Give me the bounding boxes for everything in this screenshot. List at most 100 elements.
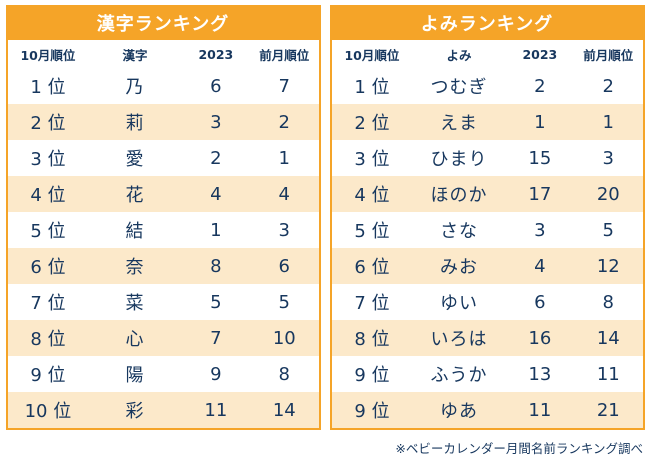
table-row: 7 位 菜 5 5 (8, 284, 319, 320)
count-2023-cell: 3 (534, 219, 546, 241)
name-cell: ひまり (430, 149, 488, 170)
name-cell: つむぎ (430, 77, 488, 98)
name-cell: えま (440, 113, 478, 134)
table-row: 8 位 心 7 10 (7, 320, 319, 356)
column-header-2023: 2023 (181, 40, 251, 68)
count-2023-cell: 4 (210, 183, 222, 205)
name-cell: 陽 (125, 365, 145, 386)
column-header-kanji: 漢字 (88, 40, 182, 68)
count-2023-cell: 8 (210, 255, 222, 277)
table-row: 3 位 ひまり 15 3 (332, 140, 643, 176)
count-2023-cell: 7 (210, 327, 222, 349)
table-row: 2 位 えま 1 1 (331, 104, 643, 140)
count-2023-cell: 1 (534, 111, 546, 133)
rank-cell: 6 位 (30, 257, 66, 278)
count-2023-cell: 2 (210, 147, 222, 169)
rank-cell: 7 位 (30, 293, 66, 314)
table-row: 3 位 愛 2 1 (8, 140, 319, 176)
table-title-yomi: よみランキング (331, 7, 643, 40)
name-cell: 彩 (125, 401, 145, 422)
name-cell: 愛 (125, 149, 145, 170)
count-2023-cell: 9 (210, 363, 222, 385)
count-2023-cell: 11 (528, 399, 552, 421)
count-2023-cell: 15 (528, 147, 552, 169)
name-cell: さな (440, 221, 478, 242)
table-row: 5 位 さな 3 5 (332, 212, 643, 248)
table-row: 9 位 陽 9 8 (8, 356, 319, 392)
table-row: 5 位 結 1 3 (8, 212, 319, 248)
rank-cell: 4 位 (354, 185, 390, 206)
table-row: 8 位 いろは 16 14 (331, 320, 643, 356)
name-cell: 奈 (125, 257, 145, 278)
count-2023-cell: 13 (528, 363, 552, 385)
rank-cell: 10 位 (24, 401, 72, 422)
table-row: 9 位 ゆあ 11 21 (331, 392, 643, 428)
table-row: 4 位 花 4 4 (7, 176, 319, 212)
count-2023-cell: 4 (534, 255, 546, 277)
table-row: 9 位 ふうか 13 11 (332, 356, 643, 392)
name-cell: 莉 (125, 113, 145, 134)
rank-cell: 7 位 (354, 293, 390, 314)
column-header-prev-month: 前月順位 (250, 40, 319, 68)
name-cell: ゆい (440, 293, 478, 314)
rank-cell: 3 位 (354, 149, 390, 170)
rank-cell: 9 位 (354, 365, 390, 386)
table-row: 6 位 奈 8 6 (7, 248, 319, 284)
name-cell: いろは (430, 329, 488, 350)
column-header-2023: 2023 (505, 40, 575, 68)
rank-cell: 9 位 (354, 401, 390, 422)
name-cell: 花 (125, 185, 145, 206)
rank-cell: 1 位 (30, 77, 66, 98)
name-cell: ゆあ (440, 401, 478, 422)
prev-rank-cell: 21 (596, 399, 620, 421)
column-header-row: 10月順位 漢字 2023 前月順位 (7, 40, 319, 68)
prev-rank-cell: 2 (278, 111, 290, 133)
count-2023-cell: 3 (210, 111, 222, 133)
table-row: 4 位 ほのか 17 20 (331, 176, 643, 212)
prev-rank-cell: 2 (602, 75, 614, 97)
table-row: 7 位 ゆい 6 8 (332, 284, 643, 320)
name-cell: みお (440, 257, 478, 278)
rank-cell: 9 位 (30, 365, 66, 386)
count-2023-cell: 17 (528, 183, 552, 205)
prev-rank-cell: 7 (278, 75, 290, 97)
prev-rank-cell: 8 (602, 291, 614, 313)
prev-rank-cell: 14 (272, 399, 296, 421)
table-row: 2 位 莉 3 2 (7, 104, 319, 140)
column-header-rank: 10月順位 (7, 40, 89, 68)
name-cell: 菜 (125, 293, 145, 314)
count-2023-cell: 5 (210, 291, 222, 313)
table-row: 1 位 つむぎ 2 2 (332, 68, 643, 104)
count-2023-cell: 16 (528, 327, 552, 349)
rank-cell: 2 位 (354, 113, 390, 134)
rank-cell: 5 位 (30, 221, 66, 242)
prev-rank-cell: 5 (602, 219, 614, 241)
rank-cell: 4 位 (30, 185, 66, 206)
rank-cell: 3 位 (30, 149, 66, 170)
rank-cell: 8 位 (354, 329, 390, 350)
table-title-kanji: 漢字ランキング (7, 7, 319, 40)
name-cell: ほのか (430, 185, 488, 206)
prev-rank-cell: 10 (272, 327, 296, 349)
count-2023-cell: 1 (210, 219, 222, 241)
count-2023-cell: 6 (210, 75, 222, 97)
rank-cell: 2 位 (30, 113, 66, 134)
column-header-rank: 10月順位 (331, 40, 413, 68)
prev-rank-cell: 6 (278, 255, 290, 277)
name-cell: 乃 (125, 77, 145, 98)
table-row: 10 位 彩 11 14 (7, 392, 319, 428)
count-2023-cell: 2 (534, 75, 546, 97)
table-row: 6 位 みお 4 12 (331, 248, 643, 284)
count-2023-cell: 11 (204, 399, 228, 421)
prev-rank-cell: 3 (278, 219, 290, 241)
column-header-prev-month: 前月順位 (574, 40, 643, 68)
table-body: 1 位 乃 6 7 2 位 莉 3 2 3 位 愛 2 1 4 位 花 4 4 5 位 結 1 3 6 位 奈 8 6 7 位 菜… (7, 68, 319, 428)
rank-cell: 1 位 (354, 77, 390, 98)
column-header-row: 10月順位 よみ 2023 前月順位 (331, 40, 643, 68)
prev-rank-cell: 14 (596, 327, 620, 349)
name-cell: ふうか (430, 365, 488, 386)
prev-rank-cell: 1 (278, 147, 290, 169)
